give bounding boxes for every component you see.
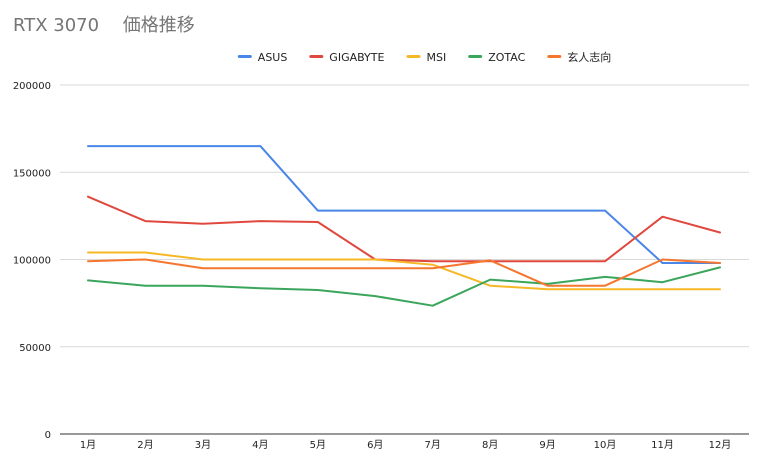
legend-label: MSI — [427, 51, 447, 64]
x-tick-label: 1月 — [80, 439, 96, 451]
x-tick-label: 11月 — [651, 439, 674, 451]
legend-item: 玄人志向 — [547, 50, 611, 64]
series-line-1 — [87, 195, 721, 263]
legend-label: ZOTAC — [488, 51, 525, 64]
y-tick-label: 50000 — [19, 343, 51, 354]
legend-swatch — [468, 55, 483, 58]
y-tick-label: 200000 — [13, 81, 51, 92]
series-line-0 — [87, 145, 721, 264]
legend-item: MSI — [406, 51, 447, 64]
legend-swatch — [237, 55, 252, 58]
legend-label: GIGABYTE — [329, 51, 384, 64]
x-axis: 1月 2月 3月 4月 5月 6月 7月 8月 9月 10月 11月 12月 — [80, 439, 732, 451]
legend-swatch — [406, 55, 421, 58]
legend-item: ZOTAC — [468, 51, 526, 64]
x-tick-label: 2月 — [137, 439, 153, 451]
legend: ASUS GIGABYTE MSI ZOTAC 玄人志向 — [237, 50, 611, 64]
y-tick-label: 150000 — [13, 168, 51, 179]
series-line-3 — [87, 266, 721, 307]
series-line-2 — [87, 251, 721, 291]
x-tick-label: 9月 — [539, 439, 555, 451]
series-group — [87, 145, 721, 307]
x-tick-label: 3月 — [195, 439, 211, 451]
x-tick-label: 7月 — [425, 439, 441, 451]
legend-label: ASUS — [258, 51, 288, 64]
y-tick-label: 0 — [45, 430, 51, 441]
series-line-4 — [87, 258, 721, 287]
x-tick-label: 5月 — [310, 439, 326, 451]
legend-swatch — [547, 55, 562, 58]
y-tick-label: 100000 — [13, 256, 51, 267]
legend-item: GIGABYTE — [309, 51, 385, 64]
x-tick-label: 12月 — [709, 439, 732, 451]
x-tick-label: 10月 — [594, 439, 617, 451]
chart-title: RTX 3070 価格推移 — [13, 15, 195, 36]
legend-swatch — [309, 55, 324, 58]
x-tick-label: 4月 — [252, 439, 268, 451]
x-tick-label: 8月 — [482, 439, 498, 451]
y-axis: 0 50000 100000 150000 200000 — [13, 81, 51, 441]
legend-label: 玄人志向 — [567, 50, 611, 64]
x-tick-label: 6月 — [367, 439, 383, 451]
legend-item: ASUS — [237, 51, 288, 64]
